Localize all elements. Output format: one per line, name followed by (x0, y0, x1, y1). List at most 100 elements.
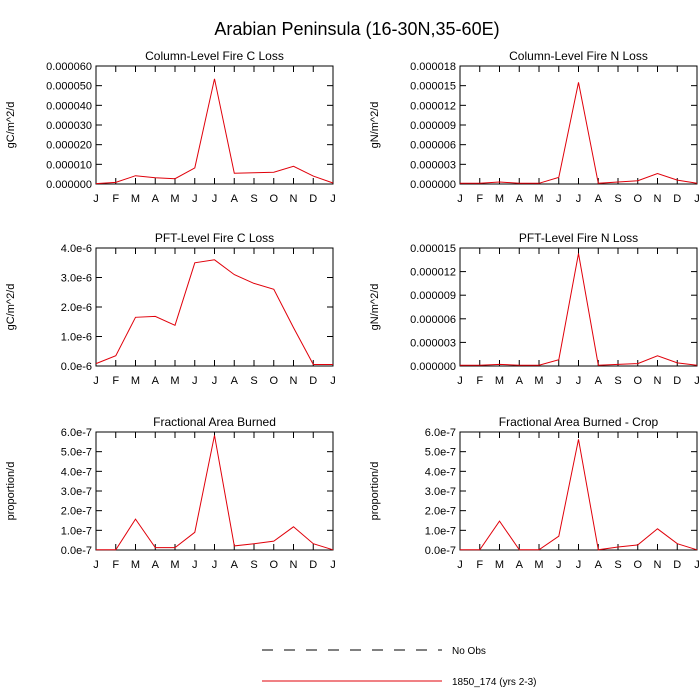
x-tick-label: N (654, 193, 662, 205)
y-tick-label: 4.0e-7 (61, 466, 92, 478)
x-tick-label: N (654, 559, 662, 571)
x-tick-label: A (152, 559, 160, 571)
x-tick-label: J (576, 375, 582, 387)
x-tick-label: J (212, 375, 218, 387)
x-tick-label: O (269, 559, 278, 571)
x-tick-label: A (152, 375, 160, 387)
x-tick-label: A (516, 559, 524, 571)
x-tick-label: F (112, 193, 119, 205)
x-tick-label: D (673, 193, 681, 205)
y-tick-label: 5.0e-7 (61, 447, 92, 459)
x-tick-label: A (516, 375, 524, 387)
panel-title: Column-Level Fire N Loss (509, 49, 648, 63)
x-tick-label: M (495, 193, 504, 205)
y-tick-label: 0.000010 (46, 159, 92, 171)
x-tick-label: M (534, 193, 543, 205)
y-axis-label: gN/m^2/d (369, 102, 381, 149)
y-tick-label: 5.0e-7 (425, 447, 456, 459)
x-tick-label: J (556, 375, 562, 387)
x-tick-label: A (152, 193, 160, 205)
x-tick-label: J (93, 375, 99, 387)
y-tick-label: 1.0e-7 (61, 525, 92, 537)
y-axis-label: proportion/d (5, 462, 17, 521)
y-tick-label: 0.000000 (46, 179, 92, 191)
panel-title: Fractional Area Burned (153, 415, 276, 429)
y-tick-label: 0.000003 (410, 159, 456, 171)
x-tick-label: A (595, 375, 603, 387)
y-tick-label: 0.000060 (46, 61, 92, 73)
x-tick-label: O (633, 559, 642, 571)
x-tick-label: J (576, 559, 582, 571)
x-tick-label: M (534, 559, 543, 571)
y-tick-label: 0.000012 (410, 267, 456, 279)
x-tick-label: J (556, 193, 562, 205)
x-tick-label: N (290, 559, 298, 571)
x-tick-label: M (495, 375, 504, 387)
x-tick-label: N (290, 375, 298, 387)
y-tick-label: 6.0e-7 (61, 427, 92, 439)
series-line (460, 82, 698, 184)
y-axis-label: proportion/d (369, 462, 381, 521)
y-tick-label: 0.000000 (410, 361, 456, 373)
x-tick-label: J (457, 375, 463, 387)
x-tick-label: F (476, 559, 483, 571)
x-tick-label: J (330, 193, 336, 205)
series-line (96, 435, 334, 551)
y-tick-label: 0.000015 (410, 243, 456, 255)
x-tick-label: J (694, 193, 700, 205)
x-tick-label: M (131, 375, 140, 387)
y-tick-label: 0.000000 (410, 179, 456, 191)
x-tick-label: F (112, 375, 119, 387)
y-tick-label: 6.0e-7 (425, 427, 456, 439)
plot-frame (95, 247, 334, 367)
legend-model-label: 1850_174 (yrs 2-3) (452, 677, 537, 688)
x-tick-label: M (495, 559, 504, 571)
y-axis-label: gC/m^2/d (5, 284, 17, 331)
y-tick-label: 4.0e-7 (425, 466, 456, 478)
x-tick-label: A (231, 559, 239, 571)
legend-no-obs-label: No Obs (452, 646, 486, 657)
x-tick-label: D (673, 559, 681, 571)
x-tick-label: O (269, 193, 278, 205)
x-tick-label: M (131, 193, 140, 205)
x-tick-label: M (131, 559, 140, 571)
x-tick-label: J (457, 559, 463, 571)
y-tick-label: 0.000015 (410, 81, 456, 93)
x-tick-label: D (673, 375, 681, 387)
x-tick-label: N (654, 375, 662, 387)
x-tick-label: A (231, 375, 239, 387)
y-axis-label: gN/m^2/d (369, 284, 381, 331)
y-tick-label: 4.0e-6 (61, 243, 92, 255)
y-tick-label: 3.0e-7 (425, 486, 456, 498)
x-tick-label: M (170, 375, 179, 387)
y-tick-label: 0.000009 (410, 290, 456, 302)
panel-title: Fractional Area Burned - Crop (499, 415, 659, 429)
x-tick-label: J (192, 559, 198, 571)
x-tick-label: S (250, 559, 257, 571)
x-tick-label: J (330, 559, 336, 571)
x-tick-label: J (556, 559, 562, 571)
series-line (460, 439, 698, 551)
x-tick-label: N (290, 193, 298, 205)
x-tick-label: S (250, 375, 257, 387)
y-tick-label: 0.000009 (410, 120, 456, 132)
y-axis-label: gC/m^2/d (5, 102, 17, 149)
x-tick-label: O (269, 375, 278, 387)
panel-title: PFT-Level Fire N Loss (519, 231, 638, 245)
legend: No Obs 1850_174 (yrs 2-3) (262, 646, 537, 688)
y-tick-label: 0.000030 (46, 120, 92, 132)
x-tick-label: O (633, 193, 642, 205)
x-tick-label: J (457, 193, 463, 205)
y-tick-label: 0.0e-7 (61, 545, 92, 557)
y-tick-label: 0.000040 (46, 100, 92, 112)
plot-frame (459, 247, 698, 367)
x-tick-label: A (595, 193, 603, 205)
series-line (95, 259, 333, 365)
x-tick-label: M (170, 193, 179, 205)
x-tick-label: M (534, 375, 543, 387)
